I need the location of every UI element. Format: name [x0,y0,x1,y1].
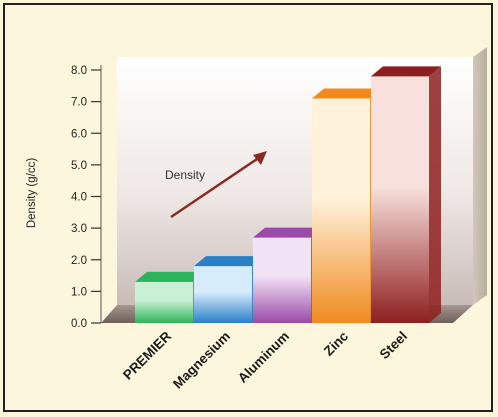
bar-front-magnesium [194,266,252,323]
bar-top-aluminum [253,227,323,238]
density-arrow [170,153,264,219]
bar-top-magnesium [194,256,264,267]
bar-front-zinc [312,98,370,324]
bar-front-steel [371,76,429,323]
y-tick-label: 4.0 [71,192,87,204]
y-tick-label: 3.0 [71,223,87,235]
y-tick-label: 8.0 [71,65,87,77]
x-tick-label: Steel [377,329,410,362]
bar-top-premier [135,271,205,282]
y-tick-label: 2.0 [71,255,87,267]
y-tick-label: 6.0 [71,128,87,140]
y-axis-ticks: 0.0 1.0 2.0 3.0 4.0 5.0 6.0 7.0 8.0 [71,65,101,330]
y-axis-title: Density (g/cc) [26,158,38,228]
bar-front-aluminum [253,237,311,323]
bar-side-steel [429,66,441,323]
x-tick-label: Zinc [321,328,352,359]
bar-top-zinc [312,88,382,99]
chart-frame: 0.0 1.0 2.0 3.0 4.0 5.0 6.0 7.0 8.0 Density (g/c… [3,3,493,412]
y-tick-label: 5.0 [71,160,87,172]
bar-chart: 0.0 1.0 2.0 3.0 4.0 5.0 6.0 7.0 8.0 Density (g/c… [26,47,487,392]
chart-right-wall [473,47,487,305]
density-arrow-head [253,151,267,165]
bar-top-steel [371,66,441,77]
x-tick-label: Magnesium [170,329,233,392]
y-tick-label: 0.0 [71,318,87,330]
density-annotation: Density [165,168,205,182]
y-tick-label: 7.0 [71,97,87,109]
bar-front-premier [135,281,193,323]
bar-steel [371,66,441,323]
y-tick-label: 1.0 [71,286,87,298]
x-tick-label: PREMIER [120,328,174,382]
x-tick-label: Aluminum [235,329,292,386]
bars-group [135,66,441,324]
